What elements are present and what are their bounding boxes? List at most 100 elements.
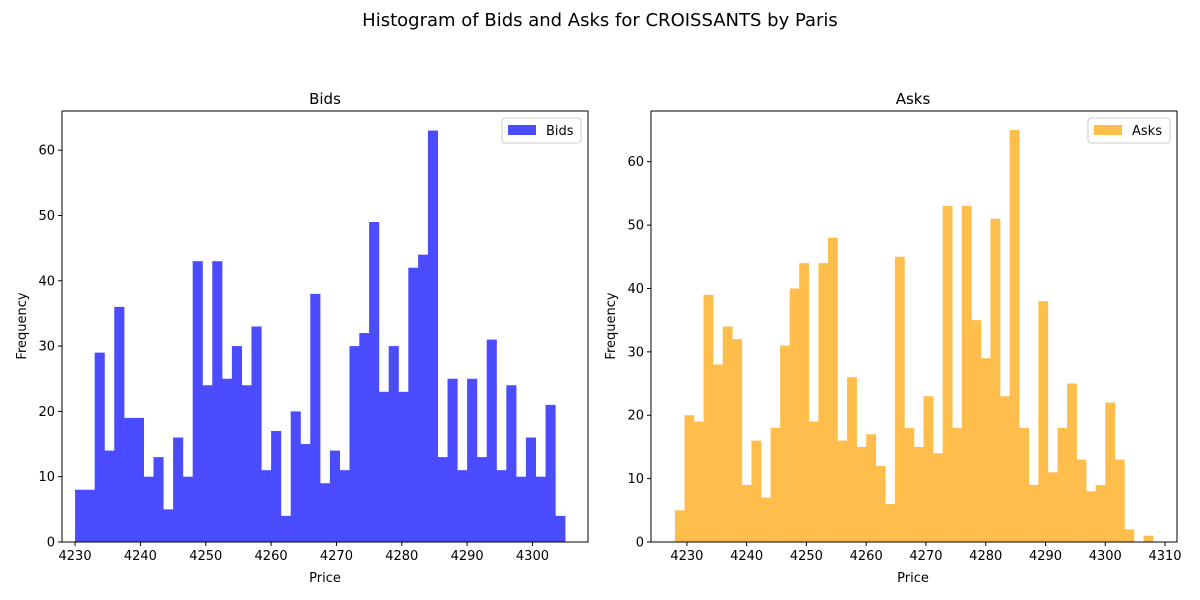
asks-bar <box>971 320 982 542</box>
bids-bar <box>378 391 390 542</box>
bids-bar <box>114 306 125 542</box>
asks-y-tick-label: 0 <box>636 536 644 551</box>
asks-bar <box>1067 383 1077 542</box>
asks-bar <box>837 440 848 542</box>
asks-bar <box>990 218 1001 542</box>
asks-bar <box>1105 402 1116 542</box>
asks-bar <box>1114 459 1125 542</box>
bids-legend-swatch <box>508 125 536 135</box>
asks-y-tick-label: 30 <box>627 345 644 360</box>
bids-bar <box>75 489 86 542</box>
asks-x-tick-label: 4300 <box>1089 549 1122 564</box>
asks-bar <box>980 358 991 542</box>
asks-y-axis-label: Frequency <box>604 292 619 359</box>
bids-x-tick-label: 4270 <box>320 549 353 564</box>
bids-bar <box>182 476 193 542</box>
asks-bar <box>1124 529 1135 542</box>
asks-bar <box>952 427 963 542</box>
bids-legend: Bids <box>501 117 582 144</box>
bids-bar <box>290 411 301 542</box>
bids-bar <box>457 470 468 542</box>
asks-legend-box <box>1087 117 1171 144</box>
bids-y-tick-label: 40 <box>38 274 55 289</box>
asks-bar <box>866 434 877 542</box>
asks-bar <box>674 510 685 542</box>
bids-bar <box>143 476 154 542</box>
bids-bar <box>192 261 203 542</box>
bids-bar <box>398 391 409 542</box>
bids-y-tick-label: 20 <box>38 405 55 420</box>
bids-bar <box>339 470 350 542</box>
asks-x-tick-label: 4310 <box>1148 549 1181 564</box>
asks-bar <box>741 484 752 542</box>
asks-bar <box>703 294 714 542</box>
asks-bar <box>942 206 953 542</box>
bids-x-tick-label: 4300 <box>516 549 549 564</box>
asks-plot-frame <box>650 110 1178 543</box>
asks-bar <box>847 377 857 542</box>
bids-bar <box>124 417 135 542</box>
asks-bar <box>894 256 905 542</box>
asks-bar <box>760 497 771 542</box>
asks-y-tick-label: 50 <box>627 219 644 234</box>
asks-bar <box>808 421 819 542</box>
asks-bar <box>875 465 886 542</box>
asks-histogram: Asks 0 10 20 30 40 50 60 4230 4240 4250 4260 4270 4… <box>604 90 1182 586</box>
bids-legend-box <box>501 117 582 144</box>
asks-bar <box>1057 427 1068 542</box>
asks-y-tick-label: 40 <box>627 282 644 297</box>
bids-bar <box>153 457 164 542</box>
asks-x-tick-label: 4250 <box>790 549 823 564</box>
asks-bar <box>961 206 972 542</box>
bids-bar <box>408 267 419 542</box>
bids-bar <box>231 346 242 542</box>
asks-bar <box>1095 484 1106 542</box>
asks-bar <box>923 396 934 542</box>
asks-x-tick-label: 4230 <box>670 549 703 564</box>
asks-bar <box>1019 427 1030 542</box>
bids-x-tick-label: 4290 <box>451 549 484 564</box>
bids-bar <box>320 483 331 542</box>
bids-bar <box>163 509 174 542</box>
bids-histogram: Bids 0 10 20 30 40 50 60 4230 4240 4250 4260 4270 4… <box>15 90 589 586</box>
bids-bar <box>476 457 488 542</box>
bids-x-tick-label: 4250 <box>189 549 222 564</box>
asks-bar <box>722 326 733 542</box>
asks-bar <box>1028 484 1039 542</box>
bids-bar <box>506 385 517 542</box>
bids-chart-title: Bids <box>309 90 341 108</box>
bids-bar <box>251 326 262 542</box>
bids-bar <box>486 339 497 542</box>
bids-bar <box>261 470 272 542</box>
bids-bar <box>359 333 370 542</box>
asks-x-axis-label: Price <box>897 571 929 586</box>
bids-plot-frame <box>61 110 589 543</box>
bids-bar <box>525 437 537 542</box>
asks-x-tick-label: 4280 <box>969 549 1002 564</box>
bids-bar <box>535 476 546 542</box>
bids-legend-label: Bids <box>546 124 574 139</box>
asks-bar <box>1038 301 1049 542</box>
bids-bar <box>104 450 115 542</box>
bids-bar <box>447 378 458 542</box>
bids-y-tick-label: 10 <box>38 470 55 485</box>
bids-bar <box>310 293 321 542</box>
bids-y-tick-label: 50 <box>38 209 55 224</box>
bids-bar <box>173 437 184 542</box>
asks-chart-title: Asks <box>896 90 931 108</box>
bids-bar <box>418 254 429 543</box>
bids-x-tick-label: 4260 <box>255 549 288 564</box>
bids-x-tick-label: 4280 <box>385 549 418 564</box>
bids-bar <box>427 130 439 542</box>
asks-legend-label: Asks <box>1132 124 1162 139</box>
bids-bar <box>496 470 507 542</box>
bids-bar <box>388 346 399 542</box>
asks-bar <box>789 288 800 542</box>
bids-bar <box>212 261 223 542</box>
bids-bar <box>369 222 380 542</box>
bids-bar <box>280 515 291 542</box>
bids-bar <box>222 378 233 542</box>
bids-bar <box>467 378 478 542</box>
bids-y-tick-label: 0 <box>47 536 55 551</box>
